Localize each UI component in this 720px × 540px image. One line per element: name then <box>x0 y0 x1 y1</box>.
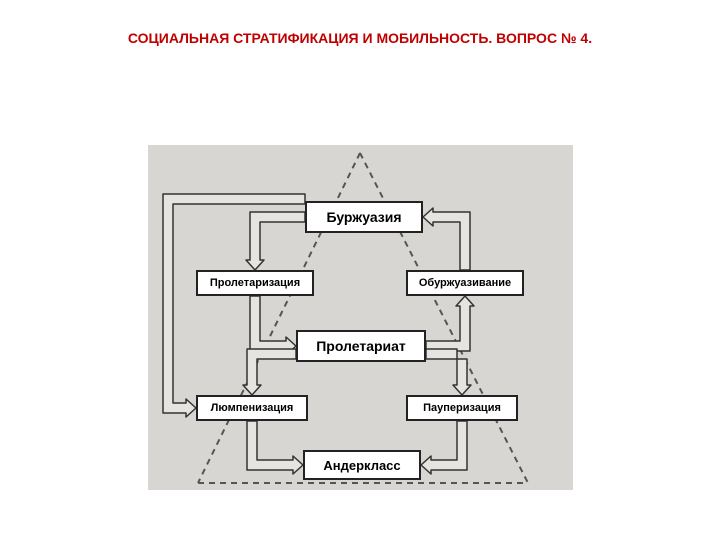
node-lumpenization: Люмпенизация <box>196 395 308 421</box>
node-proletarization: Пролетаризация <box>196 270 314 296</box>
node-underclass: Андеркласс <box>303 450 421 480</box>
node-proletariat: Пролетариат <box>296 330 426 362</box>
node-bourgeoisie: Буржуазия <box>305 201 423 233</box>
stratification-diagram: Буржуазия Пролетаризация Обуржуазивание … <box>148 145 573 490</box>
diagram-svg <box>148 145 573 490</box>
page-title: СОЦИАЛЬНАЯ СТРАТИФИКАЦИЯ И МОБИЛЬНОСТЬ. … <box>0 0 720 46</box>
node-pauperization: Пауперизация <box>406 395 518 421</box>
node-bourgeoisification: Обуржуазивание <box>406 270 524 296</box>
